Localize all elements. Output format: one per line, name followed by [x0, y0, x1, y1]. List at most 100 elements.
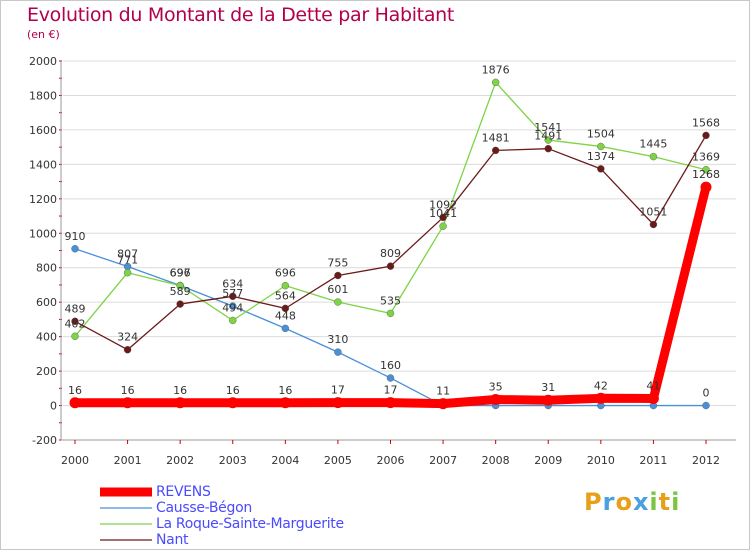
- x-tick-label: 2006: [377, 454, 405, 467]
- legend-label-nant: Nant: [156, 532, 189, 548]
- data-label-revens: 42: [594, 379, 608, 392]
- data-label-revens: 16: [121, 384, 135, 397]
- data-label-revens: 16: [278, 384, 292, 397]
- data-label-nant: 634: [222, 277, 243, 290]
- data-label-la-roque-sainte-marguerite: 1369: [692, 151, 720, 164]
- data-point-la-roque-sainte-marguerite: [281, 281, 290, 290]
- data-point-nant: [281, 304, 290, 313]
- logo-letter: t: [658, 488, 672, 516]
- y-tick-label: 800: [36, 262, 57, 275]
- data-label-nant: 1051: [639, 205, 667, 218]
- data-point-la-roque-sainte-marguerite: [229, 316, 237, 325]
- chart-subtitle: (en €): [27, 28, 60, 41]
- data-point-la-roque-sainte-marguerite: [123, 269, 132, 277]
- data-label-nant: 1092: [429, 198, 457, 211]
- legend-swatch-revens: [100, 487, 152, 497]
- x-tick-label: 2005: [324, 454, 352, 467]
- data-point-causse-begon: [334, 348, 342, 356]
- data-point-nant: [649, 220, 658, 229]
- data-point-la-roque-sainte-marguerite: [439, 222, 447, 230]
- y-tick-label: 0: [50, 400, 57, 413]
- data-label-causse-begon: 807: [117, 248, 138, 261]
- legend-swatch-la-roque: [100, 523, 152, 525]
- x-tick-label: 2001: [114, 454, 142, 467]
- data-label-la-roque-sainte-marguerite: 601: [327, 283, 348, 296]
- data-point-nant: [386, 262, 395, 270]
- logo-letter: P: [584, 488, 603, 516]
- data-label-causse-begon: 577: [222, 287, 243, 300]
- data-label-revens: 16: [226, 384, 240, 397]
- data-point-revens: [437, 398, 449, 410]
- data-point-revens: [647, 392, 659, 404]
- data-label-nant: 1374: [587, 150, 615, 163]
- data-point-revens: [595, 392, 607, 404]
- data-label-revens: 16: [68, 384, 82, 397]
- x-tick-label: 2002: [166, 454, 194, 467]
- data-label-nant: 1568: [692, 116, 720, 129]
- data-point-la-roque-sainte-marguerite: [702, 166, 710, 174]
- data-point-la-roque-sainte-marguerite: [176, 281, 184, 290]
- logo-letter: x: [632, 488, 650, 516]
- data-point-nant: [334, 271, 342, 280]
- x-tick-label: 2004: [271, 454, 299, 467]
- x-tick-label: 2011: [639, 454, 667, 467]
- data-point-revens: [122, 397, 134, 409]
- x-tick-label: 2007: [429, 454, 457, 467]
- data-label-nant: 589: [170, 285, 191, 298]
- legend-item-causse-begon: Causse-Bégon: [100, 500, 344, 516]
- data-label-revens: 11: [436, 385, 450, 398]
- data-label-causse-begon: 697: [170, 266, 191, 279]
- data-point-causse-begon: [71, 245, 79, 253]
- data-point-la-roque-sainte-marguerite: [386, 309, 395, 318]
- x-tick-label: 2008: [482, 454, 510, 467]
- data-point-la-roque-sainte-marguerite: [71, 332, 79, 340]
- data-point-causse-begon: [281, 324, 290, 333]
- data-point-nant: [597, 165, 605, 173]
- y-tick-label: -200: [32, 434, 57, 447]
- data-point-la-roque-sainte-marguerite: [334, 298, 342, 306]
- legend: REVENS Causse-Bégon La Roque-Sainte-Marg…: [100, 484, 344, 548]
- y-tick-label: 600: [36, 296, 57, 309]
- data-label-la-roque-sainte-marguerite: 771: [117, 254, 138, 267]
- data-label-nant: 809: [380, 247, 401, 260]
- y-tick-label: 1400: [29, 158, 57, 171]
- data-label-nant: 564: [275, 289, 296, 302]
- data-point-revens: [69, 397, 81, 409]
- data-label-revens: 1268: [692, 168, 720, 181]
- x-tick-label: 2003: [219, 454, 247, 467]
- data-label-revens: 41: [646, 379, 660, 392]
- series-line-nant: [74, 134, 707, 351]
- legend-label-causse-begon: Causse-Bégon: [156, 500, 252, 516]
- data-label-la-roque-sainte-marguerite: 1876: [482, 63, 510, 76]
- y-tick-label: 1800: [29, 89, 57, 102]
- data-label-la-roque-sainte-marguerite: 1541: [534, 121, 562, 134]
- data-point-revens: [542, 394, 554, 406]
- data-point-revens: [227, 397, 239, 409]
- data-label-revens: 17: [384, 384, 398, 397]
- data-label-la-roque-sainte-marguerite: 696: [170, 267, 191, 280]
- y-tick-label: 400: [36, 331, 57, 344]
- data-point-nant: [71, 317, 79, 326]
- data-label-causse-begon: 0: [703, 387, 710, 400]
- data-label-revens: 16: [173, 384, 187, 397]
- data-point-nant: [176, 300, 184, 308]
- data-point-la-roque-sainte-marguerite: [491, 78, 500, 87]
- data-label-la-roque-sainte-marguerite: 402: [65, 317, 86, 330]
- data-point-revens: [332, 397, 344, 409]
- data-point-la-roque-sainte-marguerite: [544, 136, 552, 144]
- chart-title: Evolution du Montant de la Dette par Hab…: [27, 4, 455, 26]
- data-point-la-roque-sainte-marguerite: [649, 152, 658, 161]
- data-label-causse-begon: 160: [380, 359, 401, 372]
- data-label-nant: 489: [65, 302, 86, 315]
- proxiti-logo: Proxiti: [584, 488, 680, 516]
- data-point-revens: [174, 397, 186, 409]
- legend-item-la-roque: La Roque-Sainte-Marguerite: [100, 516, 344, 532]
- data-label-nant: 755: [327, 256, 348, 269]
- data-point-nant: [123, 346, 132, 354]
- data-point-nant: [544, 144, 552, 153]
- data-point-causse-begon: [386, 374, 395, 382]
- data-point-revens: [700, 181, 712, 193]
- data-label-la-roque-sainte-marguerite: 1445: [639, 138, 667, 151]
- legend-item-revens: REVENS: [100, 484, 344, 500]
